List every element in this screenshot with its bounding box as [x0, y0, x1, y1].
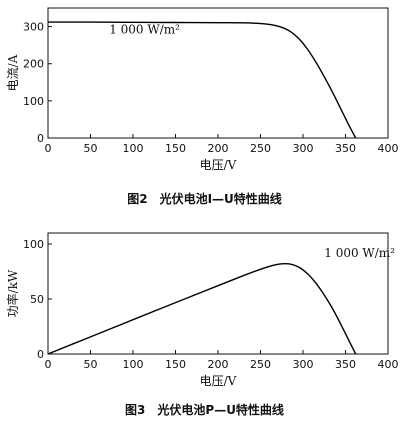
- iu-y-tick-label: 300: [23, 21, 44, 34]
- iu-x-tick-label: 150: [165, 142, 186, 155]
- pu-x-axis-label: 电压/V: [200, 374, 237, 388]
- iu-y-tick-label: 100: [23, 95, 44, 108]
- iu-series-line: [47, 21, 357, 139]
- pu-chart-svg: 0 50 100 150 200 250 300 350 400 0 50 100 电压/V 功率/kW 1…: [5, 232, 399, 388]
- pu-y-tick-label: 0: [37, 348, 44, 361]
- iu-x-axis-label: 电压/V: [200, 158, 237, 172]
- iu-x-tick-label: 400: [378, 142, 399, 155]
- pu-x-tick-label: 300: [293, 358, 314, 371]
- iu-x-tick-label: 300: [293, 142, 314, 155]
- iu-x-tick-label: 100: [123, 142, 144, 155]
- iu-x-tick-label: 250: [250, 142, 271, 155]
- pu-chart: 0 50 100 150 200 250 300 350 400 0 50 100 电压/V 功率/kW 1…: [0, 218, 409, 398]
- pu-x-tick-label: 200: [208, 358, 229, 371]
- pu-x-tick-label: 250: [250, 358, 271, 371]
- iu-x-tick-label: 200: [208, 142, 229, 155]
- iu-x-tick-label: 50: [84, 142, 98, 155]
- pu-x-tick-label: 100: [123, 358, 144, 371]
- pu-x-tick-label: 50: [84, 358, 98, 371]
- pu-x-tick-label: 0: [45, 358, 52, 371]
- iu-chart-caption: 图2 光伏电池I—U特性曲线: [127, 192, 282, 206]
- pu-chart-caption: 图3 光伏电池P—U特性曲线: [125, 403, 284, 417]
- iu-plot-frame: [47, 7, 389, 139]
- pu-x-tick-label: 400: [378, 358, 399, 371]
- pu-series-line: [47, 262, 357, 355]
- iu-y-tick-label: 200: [23, 58, 44, 71]
- pu-y-tick-label: 50: [30, 293, 44, 306]
- iu-y-tick-label: 0: [37, 132, 44, 145]
- pu-x-tick-label: 350: [335, 358, 356, 371]
- pu-y-tick-label: 100: [23, 238, 44, 251]
- pu-x-tick-label: 150: [165, 358, 186, 371]
- iu-y-axis-label: 电流/A: [6, 54, 20, 91]
- iu-x-tick-label: 0: [45, 142, 52, 155]
- pu-y-axis-label: 功率/kW: [5, 269, 20, 317]
- pu-irradiance-annotation: 1 000 W/m²: [324, 246, 395, 260]
- iu-chart: 0 50 100 150 200 250 300 350 400 0 100 200 300 电压/V 电流…: [0, 0, 409, 188]
- iu-x-tick-label: 350: [335, 142, 356, 155]
- iu-chart-svg: 0 50 100 150 200 250 300 350 400 0 100 200 300 电压/V 电流…: [6, 7, 399, 172]
- iu-irradiance-annotation: 1 000 W/m²: [109, 22, 180, 36]
